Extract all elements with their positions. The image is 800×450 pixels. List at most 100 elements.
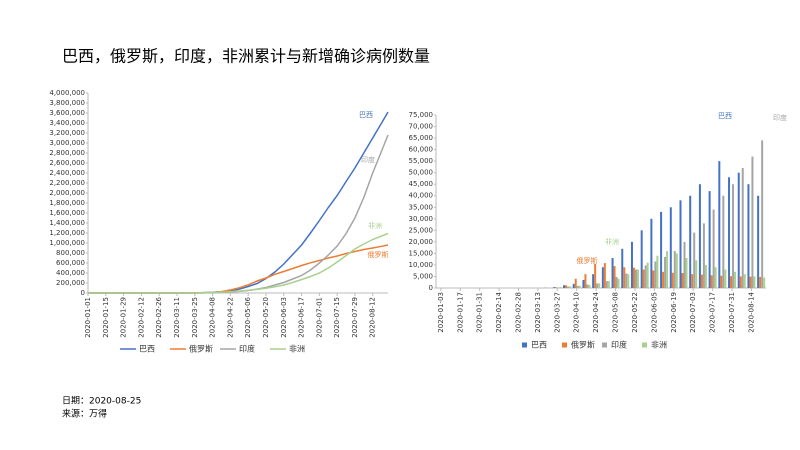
bar [704, 264, 707, 288]
bar [621, 248, 624, 288]
y-tick-label: 2,600,000 [49, 159, 85, 167]
x-tick-label: 2020-05-06 [244, 296, 252, 337]
y-tick-label: 800,000 [56, 249, 85, 257]
bar [693, 232, 696, 288]
x-tick-label: 2020-07-17 [709, 292, 717, 333]
bar [759, 276, 762, 288]
series-annotation: 非洲 [368, 221, 382, 230]
bar [584, 274, 587, 288]
y-tick-label: 55,000 [409, 157, 434, 165]
bar [569, 286, 572, 288]
x-tick-label: 2020-02-14 [495, 291, 503, 332]
bar [563, 285, 566, 288]
bar [689, 195, 692, 288]
y-tick-label: 45,000 [409, 180, 434, 188]
y-tick-label: 3,600,000 [49, 109, 85, 117]
bar [654, 261, 657, 288]
x-tick-label: 2020-03-11 [173, 297, 181, 338]
bar [555, 287, 558, 288]
bar [712, 209, 715, 288]
x-tick-label: 2020-02-26 [155, 296, 163, 337]
x-tick-label: 2020-03-13 [534, 292, 542, 333]
x-tick-label: 2020-04-08 [209, 297, 217, 338]
bar [586, 284, 589, 288]
y-tick-label: 400,000 [56, 269, 85, 277]
bar [598, 283, 601, 288]
bar [734, 271, 737, 288]
bar [724, 269, 727, 288]
bar [592, 274, 595, 288]
series-annotation: 印度 [361, 155, 375, 164]
bar [664, 256, 667, 288]
series-annotation: 巴西 [359, 111, 373, 119]
bar [683, 241, 686, 288]
bar [675, 253, 678, 288]
series-annotation: 非洲 [605, 237, 619, 246]
x-tick-label: 2020-05-08 [612, 292, 620, 333]
bar [636, 269, 639, 288]
bar [743, 274, 746, 288]
x-tick-label: 2020-06-05 [650, 292, 658, 333]
x-tick-label: 2020-04-22 [226, 297, 234, 338]
page-title: 巴西，俄罗斯，印度，非洲累计与新增确诊病例数量 [62, 47, 430, 66]
x-tick-label: 2020-01-31 [476, 292, 484, 333]
x-tick-label: 2020-08-12 [369, 297, 377, 338]
bar [623, 267, 626, 288]
bar [761, 140, 764, 288]
bar [741, 168, 744, 288]
bar [749, 276, 752, 288]
bar [691, 274, 694, 288]
line-series [88, 232, 389, 294]
bar [646, 262, 649, 288]
x-tick-label: 2020-01-03 [437, 292, 445, 333]
y-tick-label: 15,000 [409, 249, 434, 257]
bar [718, 161, 721, 288]
bar [732, 184, 735, 288]
bar [611, 258, 614, 288]
legend-swatch [602, 342, 607, 348]
series-annotation: 印度 [773, 113, 787, 122]
footer-source: 来源：万得 [62, 408, 107, 420]
x-tick-label: 2020-07-29 [351, 297, 359, 338]
x-tick-label: 2020-06-03 [280, 297, 288, 338]
bar [669, 207, 672, 288]
legend-label: 俄罗斯 [189, 344, 213, 354]
x-tick-label: 2020-03-25 [191, 297, 199, 338]
x-tick-label: 2020-07-03 [689, 292, 697, 333]
y-tick-label: 0 [429, 284, 433, 292]
bar [565, 285, 568, 288]
bar [728, 177, 731, 288]
x-tick-label: 2020-07-01 [315, 297, 323, 338]
legend-swatch [562, 342, 567, 348]
legend-label: 巴西 [139, 345, 155, 354]
x-tick-label: 2020-08-14 [747, 291, 755, 332]
y-tick-label: 0 [81, 289, 85, 297]
y-tick-label: 3,800,000 [49, 99, 85, 107]
bar [601, 267, 604, 288]
bar [574, 278, 577, 288]
y-tick-label: 200,000 [56, 279, 85, 287]
line-series [88, 111, 389, 294]
y-tick-label: 3,400,000 [49, 119, 85, 127]
x-tick-label: 2020-01-29 [120, 297, 128, 338]
bar [625, 273, 628, 288]
bar [578, 285, 581, 288]
bar [747, 184, 750, 288]
bar [634, 269, 637, 288]
bar [642, 269, 645, 288]
bar [632, 267, 635, 288]
bar [605, 281, 608, 288]
bar [615, 276, 618, 288]
bar [650, 218, 653, 288]
bar [702, 223, 705, 288]
y-tick-label: 1,600,000 [49, 209, 85, 217]
bar [644, 265, 647, 288]
bar [666, 251, 669, 288]
series-annotation: 俄罗斯 [368, 250, 389, 259]
legend-label: 巴西 [531, 341, 547, 350]
bar [607, 281, 610, 288]
x-tick-label: 2020-02-12 [137, 297, 145, 338]
bar [567, 286, 570, 288]
y-tick-label: 65,000 [409, 134, 434, 142]
